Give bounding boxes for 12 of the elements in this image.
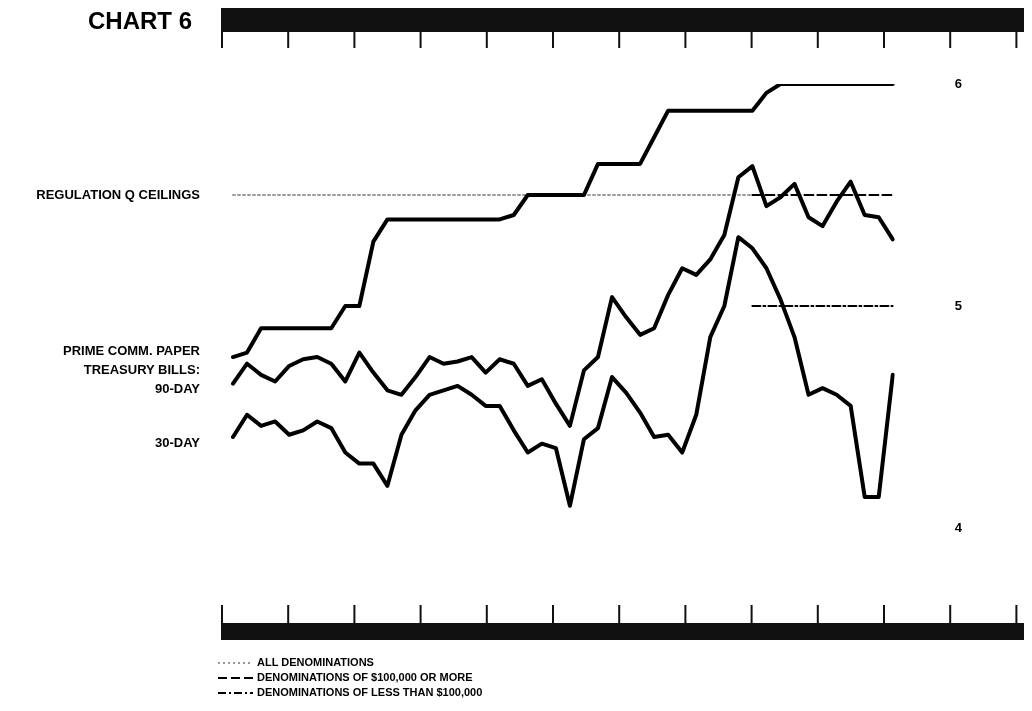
legend-label: ALL DENOMINATIONS [257,656,374,669]
text: PRIME COMM. PAPER [63,342,201,358]
chart-title: CHART 6 [88,6,193,34]
y-tick-label: 6 [954,75,962,91]
text: TREASURY BILLS: [83,362,200,378]
text: 30-DAY [154,434,201,450]
text: REGULATION Q CEILINGS [36,186,201,202]
y-tick-label: 4 [954,519,963,535]
y-tick-label: 5 [954,297,962,313]
legend-label: DENOMINATIONS OF $100,000 OR MORE [257,671,473,684]
legend-label: DENOMINATIONS OF LESS THAN $100,000 [257,686,483,699]
text: 90-DAY [154,381,201,397]
